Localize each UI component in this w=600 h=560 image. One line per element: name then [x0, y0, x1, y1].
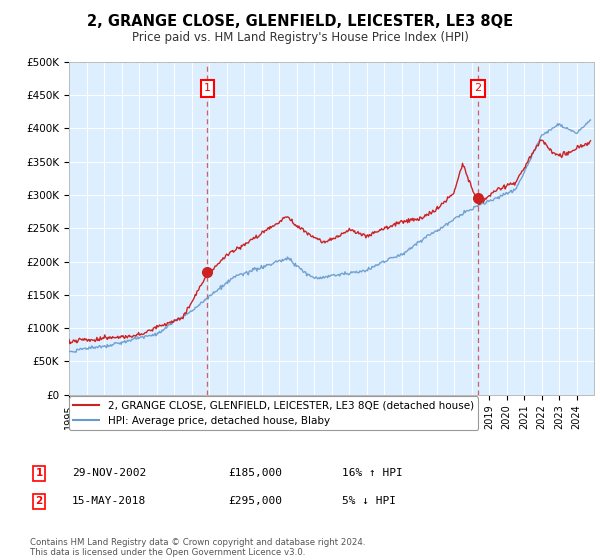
- Text: 29-NOV-2002: 29-NOV-2002: [72, 468, 146, 478]
- Text: £295,000: £295,000: [228, 496, 282, 506]
- Text: Contains HM Land Registry data © Crown copyright and database right 2024.
This d: Contains HM Land Registry data © Crown c…: [30, 538, 365, 557]
- Text: 2: 2: [35, 496, 43, 506]
- Text: 2, GRANGE CLOSE, GLENFIELD, LEICESTER, LE3 8QE: 2, GRANGE CLOSE, GLENFIELD, LEICESTER, L…: [87, 14, 513, 29]
- Text: 1: 1: [204, 83, 211, 94]
- Text: £185,000: £185,000: [228, 468, 282, 478]
- Text: 2: 2: [475, 83, 482, 94]
- Text: 15-MAY-2018: 15-MAY-2018: [72, 496, 146, 506]
- Legend: 2, GRANGE CLOSE, GLENFIELD, LEICESTER, LE3 8QE (detached house), HPI: Average pr: 2, GRANGE CLOSE, GLENFIELD, LEICESTER, L…: [69, 396, 478, 430]
- Text: 5% ↓ HPI: 5% ↓ HPI: [342, 496, 396, 506]
- Text: 16% ↑ HPI: 16% ↑ HPI: [342, 468, 403, 478]
- Text: Price paid vs. HM Land Registry's House Price Index (HPI): Price paid vs. HM Land Registry's House …: [131, 31, 469, 44]
- Text: 1: 1: [35, 468, 43, 478]
